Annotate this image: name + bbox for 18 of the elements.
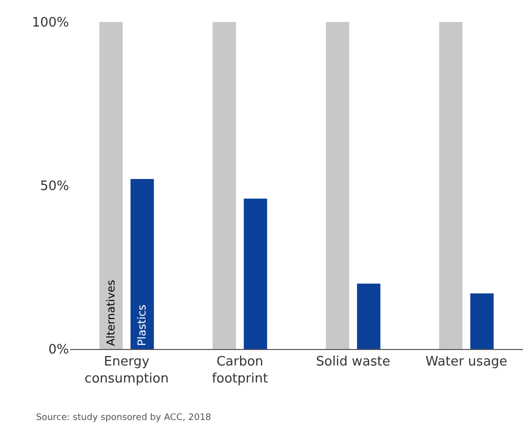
y-tick-label: 50% (40, 179, 69, 194)
bar (99, 22, 123, 349)
bar (470, 293, 494, 349)
series-label: Alternatives (104, 280, 118, 346)
bar (130, 178, 154, 349)
bar (244, 198, 268, 349)
x-tick-label: Carbon footprint (212, 354, 268, 386)
x-tick-label: Energy consumption (84, 354, 169, 386)
bar (326, 22, 350, 349)
bar (357, 284, 380, 349)
y-tick-label: 0% (48, 342, 69, 358)
source-note: Source: study sponsored by ACC, 2018 (36, 413, 212, 423)
bar (439, 22, 462, 349)
x-tick-label: Water usage (425, 354, 508, 370)
bar (212, 22, 236, 349)
y-tick-label: 100% (32, 16, 69, 31)
series-label: Plastics (136, 304, 149, 346)
x-tick-label: Solid waste (316, 354, 390, 370)
